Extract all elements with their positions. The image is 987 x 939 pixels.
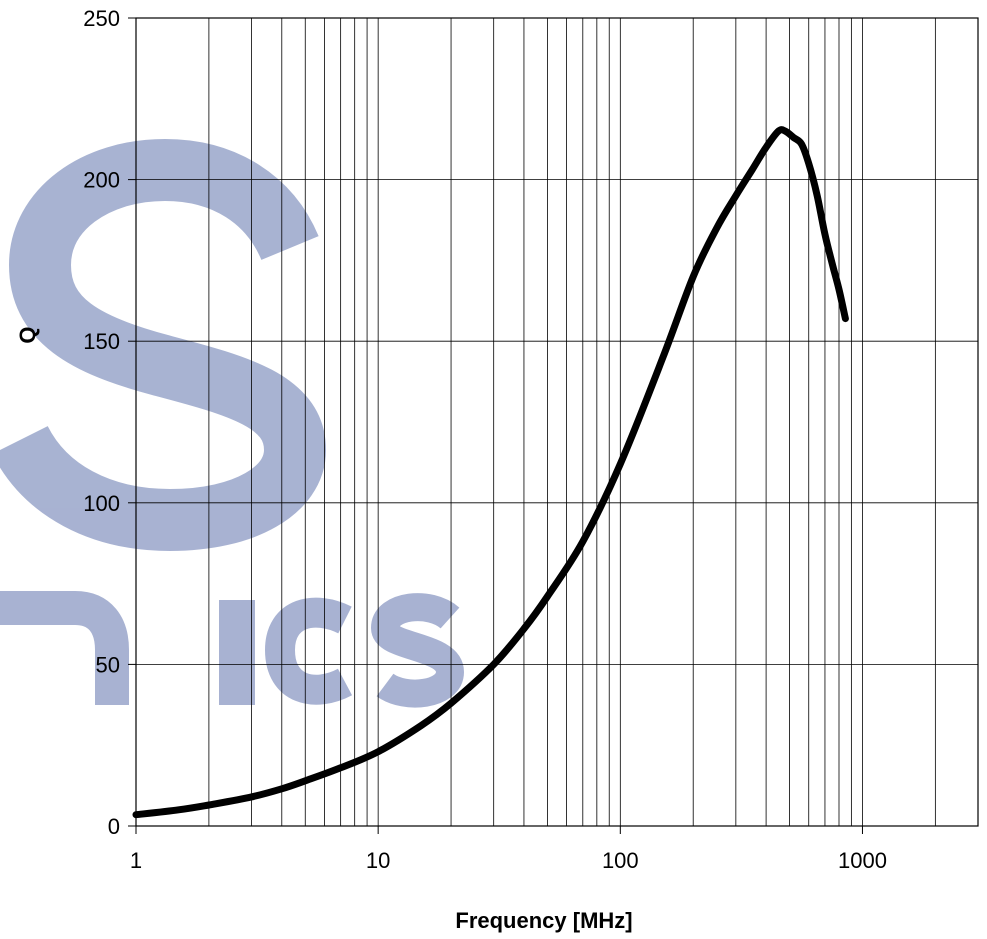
watermark-letters-nics (0, 591, 465, 708)
series-line-q (132, 126, 849, 819)
watermark-logo (0, 138, 465, 708)
y-tick-label: 250 (83, 6, 120, 31)
x-tick-label: 100 (602, 848, 639, 873)
y-tick-label: 100 (83, 491, 120, 516)
y-tick-label: 0 (108, 814, 120, 839)
x-axis-ticks: 1 10 100 1000 (130, 826, 887, 873)
plot-frame (135, 17, 979, 827)
y-axis-label: Q (15, 326, 40, 343)
watermark-letter-c (264, 597, 353, 705)
x-tick-label: 1 (130, 848, 142, 873)
y-tick-label: 50 (96, 652, 120, 677)
x-tick-label: 1000 (838, 848, 887, 873)
watermark-letter-s-small (370, 593, 465, 708)
y-tick-label: 200 (83, 168, 120, 193)
watermark-letter-s (0, 138, 327, 552)
watermark-letter-n-partial (0, 591, 129, 705)
y-tick-label: 150 (83, 329, 120, 354)
x-tick-label: 10 (366, 848, 390, 873)
y-axis-ticks: 0 50 100 150 200 250 (83, 6, 136, 839)
x-axis-label: Frequency [MHz] (455, 908, 632, 933)
